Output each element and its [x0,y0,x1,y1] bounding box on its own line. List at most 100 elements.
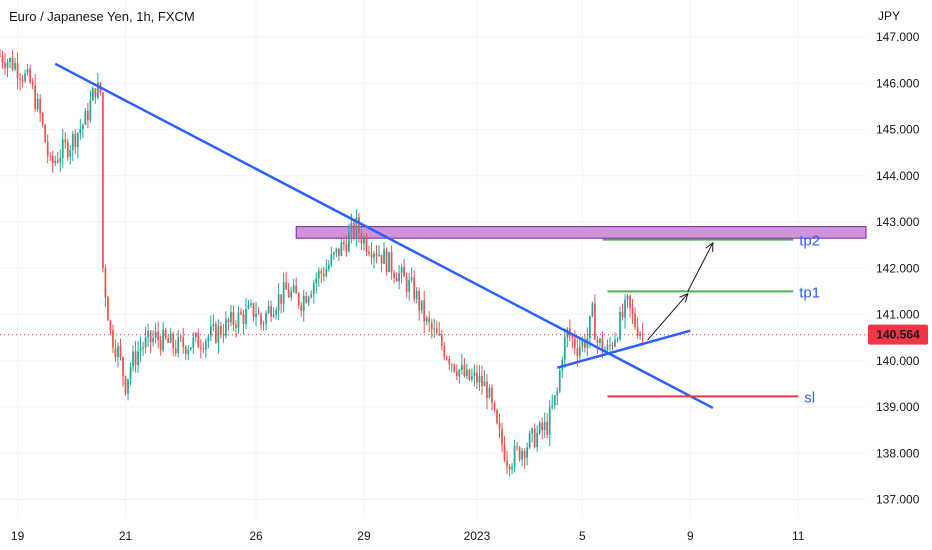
y-tick-label: 144.000 [876,169,920,183]
candle-body [51,155,54,164]
candle-body [531,428,534,434]
candle-body [31,82,34,86]
candle-body [217,326,220,343]
candle-body [433,328,436,330]
candle-body [380,254,383,264]
candle-body [611,344,614,347]
y-tick-label: 140.000 [876,354,920,368]
candle-body [599,338,601,343]
projection-arrow-2 [687,242,714,292]
candle-body [81,124,84,129]
support-line [556,329,691,369]
candle-body [578,346,581,357]
candle-body [468,369,471,380]
candle-body [556,391,559,396]
candle-body [204,341,207,350]
candle-body [11,58,14,70]
candle-body [315,278,318,284]
candle-body [29,68,32,83]
candle-body [343,242,345,245]
candle-body [538,422,541,433]
candle-body [154,331,157,338]
candle-body [508,466,511,470]
candle-body [149,330,152,343]
candle-body [252,303,255,317]
candle-body [89,100,92,121]
candle-body [405,276,408,292]
candle-body [573,338,576,349]
candle-body [147,330,149,338]
candle-body [297,293,300,305]
candle-body [523,450,526,458]
candle-body [129,366,132,380]
resistance-zone [295,226,867,239]
candle-body [245,308,247,324]
candle-body [471,376,473,380]
candle-body [583,339,586,348]
candle-body [36,98,39,110]
candle-body [127,379,129,394]
last-price-badge [868,324,928,345]
candle-body [327,264,330,270]
candle-body [501,429,503,445]
candle-body [164,329,167,339]
candle-body [614,339,616,347]
candle-body [132,351,134,367]
candle-body [157,331,160,341]
candle-body [79,128,82,134]
candle-body [521,450,523,460]
candle-body [435,328,438,334]
candle-body [375,253,378,256]
sl-label: sl [804,389,815,406]
candle-body [189,347,192,350]
candle-body [94,88,97,98]
candle-body [591,303,594,317]
y-tick-label: 142.000 [876,261,920,275]
resistance-zone-layer [295,226,867,239]
candle-body [267,306,270,313]
candle-body [358,217,360,234]
candle-body [503,444,506,461]
candle-body [225,319,227,336]
candle-body [162,329,165,351]
candle-body [240,312,242,315]
candle-body [21,79,24,82]
candle-body [390,252,393,273]
candle-body [450,364,453,366]
candle-body [415,290,418,299]
candle-body [119,345,122,358]
candle-body [353,222,355,237]
candle-body [378,254,380,256]
candle-body [152,337,154,343]
candle-body [513,446,516,467]
candle-body [455,371,458,377]
candle-body [325,269,328,277]
projection-arrow-1 [647,293,689,341]
y-tick-label: 143.000 [876,215,920,229]
candle-body [466,369,468,377]
candle-body [317,271,320,279]
candle-body [172,333,175,349]
tp2-label: tp2 [799,233,820,250]
candle-body [533,428,536,448]
candle-body [270,306,272,317]
candle-body [69,149,72,157]
candle-body [122,357,124,377]
candle-body [493,402,496,411]
candle-body [428,317,431,323]
candle-body [112,330,114,349]
candle-body [142,347,144,349]
candle-body [626,295,629,300]
candle-body [24,73,26,82]
candle-body [631,307,634,314]
candle-body [589,316,591,339]
candle-body [363,238,365,244]
y-tick-label: 141.000 [876,308,920,322]
x-tick-label: 21 [119,529,133,543]
candle-body [182,338,185,348]
candle-body [322,273,325,277]
candle-body [488,387,491,398]
candle-body [418,290,421,311]
